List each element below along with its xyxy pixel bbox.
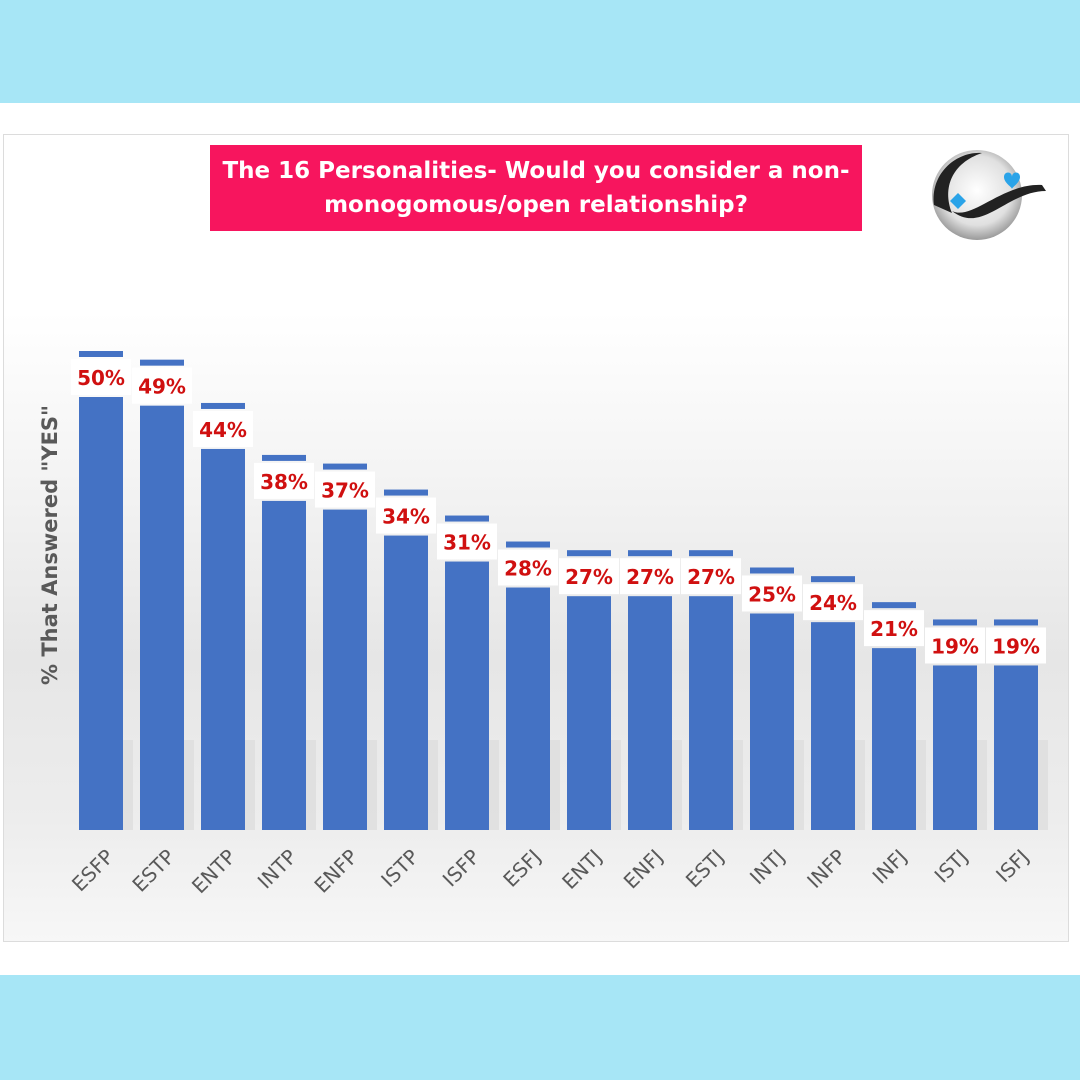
- x-tick-label: INTP: [253, 845, 302, 894]
- value-label-bg: [498, 549, 558, 586]
- bar-cap: [689, 550, 733, 557]
- value-label-bg: [376, 497, 436, 534]
- bar-isfp: [445, 561, 489, 830]
- x-tick-label: ESFP: [67, 845, 119, 897]
- bar-esfp: [79, 397, 123, 830]
- bar-cap: [872, 602, 916, 609]
- bar-cap: [201, 402, 245, 409]
- value-label: 19%: [992, 634, 1040, 658]
- x-tick-label: ENTP: [187, 845, 241, 899]
- bar-enfj: [628, 596, 672, 830]
- y-axis-label: % That Answered "YES": [38, 405, 62, 685]
- value-label-bg: [559, 558, 619, 595]
- bar-esfj: [506, 587, 550, 830]
- bar-entp: [201, 448, 245, 830]
- value-label-bg: [864, 610, 924, 647]
- chart-title-line-1: The 16 Personalities- Would you consider…: [222, 158, 850, 184]
- value-label-bg: [925, 627, 985, 664]
- x-tick-label: INFJ: [868, 845, 912, 889]
- bar-istp: [384, 535, 428, 830]
- x-tick-label: ISFP: [438, 845, 485, 892]
- value-label-bg: [315, 471, 375, 508]
- bar-estj: [689, 596, 733, 830]
- x-tick-label: ENTJ: [557, 845, 606, 894]
- value-label: 21%: [870, 617, 918, 641]
- value-label-bg: [71, 359, 131, 395]
- bar-infj: [872, 648, 916, 830]
- value-label: 38%: [260, 470, 308, 494]
- value-label: 25%: [748, 583, 796, 607]
- bar-infp: [811, 622, 855, 830]
- bar-cap: [567, 550, 611, 557]
- bar-estp: [140, 405, 184, 830]
- value-label: 27%: [565, 565, 613, 589]
- value-label: 50%: [77, 366, 125, 390]
- x-tick-label: ISTJ: [930, 845, 973, 888]
- value-label-bg: [986, 627, 1046, 664]
- value-label-bg: [742, 575, 802, 612]
- value-label: 24%: [809, 591, 857, 615]
- yin-yang-hearts-logo-icon: [932, 150, 1046, 240]
- value-label-bg: [803, 584, 863, 621]
- bar-cap: [262, 454, 306, 461]
- bar-istj: [933, 665, 977, 830]
- bar-enfp: [323, 509, 367, 830]
- value-label-bg: [254, 462, 314, 499]
- bar-cap: [933, 619, 977, 626]
- value-label-bg: [193, 410, 253, 447]
- chart-title: The 16 Personalities- Would you consider…: [210, 145, 862, 231]
- value-label: 44%: [199, 418, 247, 442]
- value-label: 34%: [382, 505, 430, 529]
- value-label-bg: [437, 523, 497, 560]
- value-label: 28%: [504, 557, 552, 581]
- value-label: 19%: [931, 634, 979, 658]
- bar-cap: [140, 359, 184, 366]
- value-label-bg: [620, 558, 680, 595]
- x-tick-label: ENFJ: [619, 845, 668, 894]
- x-tick-label: ENFP: [309, 845, 362, 898]
- value-label: 27%: [626, 565, 674, 589]
- bar-cap: [811, 576, 855, 583]
- value-label: 27%: [687, 565, 735, 589]
- value-label-bg: [681, 558, 741, 595]
- value-label-bg: [132, 367, 192, 404]
- value-label: 31%: [443, 531, 491, 555]
- x-tick-label: INTJ: [745, 845, 790, 890]
- x-tick-label: ESTP: [127, 845, 179, 897]
- bar-cap: [750, 567, 794, 574]
- bar-intp: [262, 500, 306, 830]
- x-tick-label: INFP: [802, 845, 850, 893]
- bar-cap: [628, 550, 672, 557]
- bar-entj: [567, 596, 611, 830]
- x-tick-label: ESTJ: [681, 845, 729, 893]
- x-tick-label: ISFJ: [991, 845, 1033, 887]
- bar-cap: [994, 619, 1038, 626]
- chart-title-line-2: monogomous/open relationship?: [324, 192, 748, 218]
- x-tick-label: ESFJ: [498, 845, 545, 892]
- bar-cap: [445, 515, 489, 522]
- value-label: 37%: [321, 479, 369, 503]
- bar-cap: [79, 351, 123, 357]
- bar-cap: [323, 463, 367, 470]
- bar-intj: [750, 613, 794, 830]
- bar-cap: [506, 541, 550, 548]
- value-label: 49%: [138, 375, 186, 399]
- bar-isfj: [994, 665, 1038, 830]
- bar-cap: [384, 489, 428, 496]
- x-tick-label: ISTP: [376, 845, 423, 892]
